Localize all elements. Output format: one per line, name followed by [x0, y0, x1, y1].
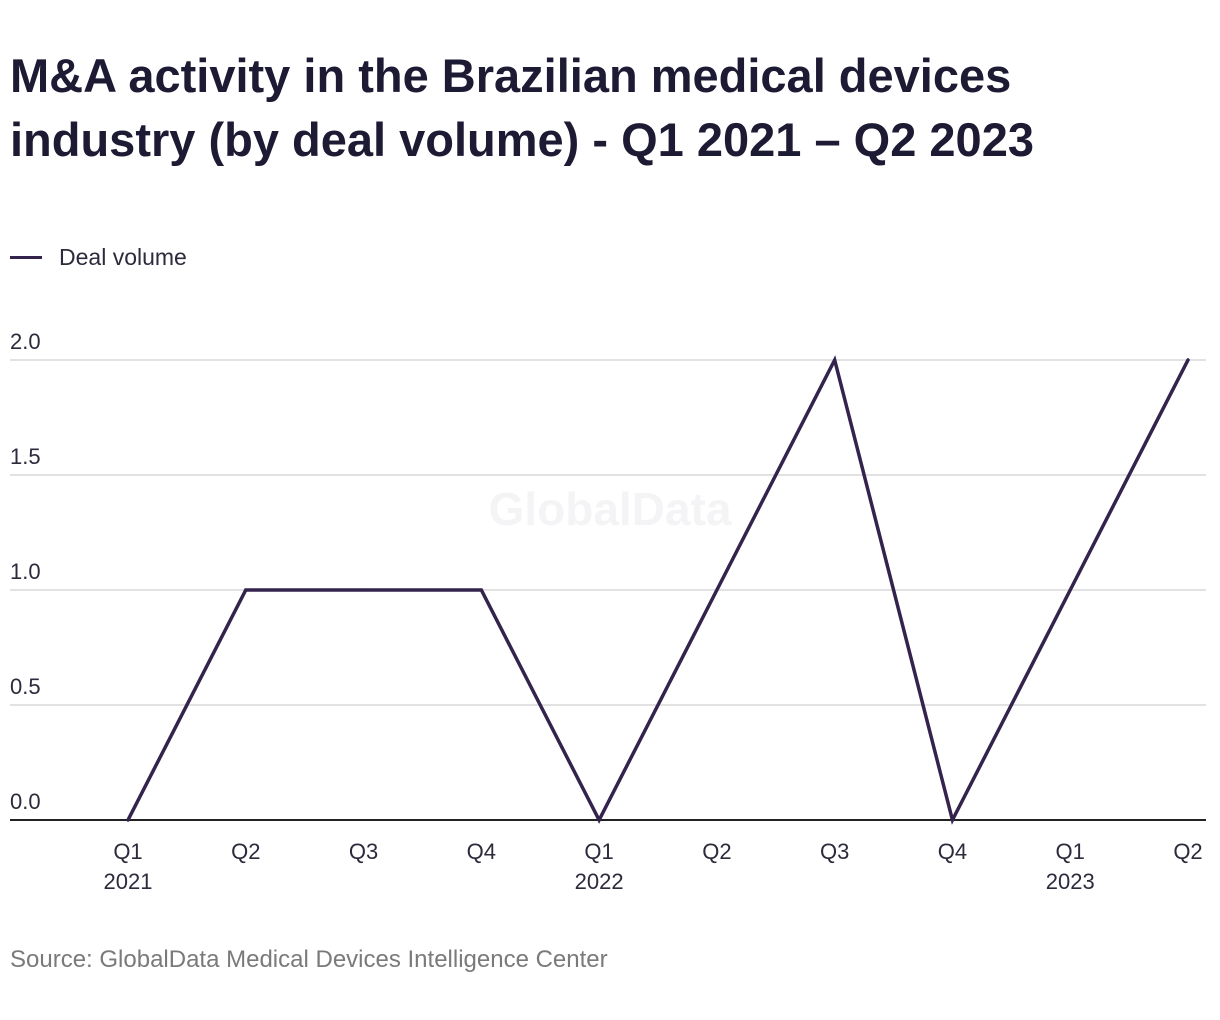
data-point — [950, 818, 954, 822]
data-point — [479, 588, 483, 592]
x-tick-label: Q1 — [113, 839, 142, 864]
series-line-deal-volume — [126, 355, 1190, 825]
data-point — [833, 358, 837, 362]
x-tick-label: Q1 — [1056, 839, 1085, 864]
x-tick-label: Q3 — [349, 839, 378, 864]
data-point — [597, 818, 601, 822]
y-tick-label: 0.0 — [10, 789, 41, 814]
data-point — [362, 588, 366, 592]
x-tick-label: Q3 — [820, 839, 849, 864]
x-tick-year-label: 2022 — [575, 869, 624, 894]
x-tick-label: Q4 — [938, 839, 967, 864]
legend-label: Deal volume — [59, 243, 187, 270]
x-tick-year-label: 2023 — [1046, 869, 1095, 894]
source-note: Source: GlobalData Medical Devices Intel… — [10, 946, 608, 973]
x-tick-label: Q2 — [702, 839, 731, 864]
data-point — [244, 588, 248, 592]
x-tick-label: Q1 — [584, 839, 613, 864]
legend: Deal volume — [10, 240, 187, 274]
y-tick-label: 0.5 — [10, 674, 41, 699]
y-tick-label: 2.0 — [10, 329, 41, 354]
data-point — [1186, 358, 1190, 362]
y-tick-label: 1.5 — [10, 444, 41, 469]
data-point — [1068, 588, 1072, 592]
data-point — [126, 818, 130, 822]
x-tick-year-label: 2021 — [104, 869, 153, 894]
data-point — [715, 588, 719, 592]
x-tick-label: Q2 — [1173, 839, 1202, 864]
watermark: GlobalData — [489, 483, 732, 535]
y-tick-label: 1.0 — [10, 559, 41, 584]
x-tick-label: Q2 — [231, 839, 260, 864]
legend-swatch — [10, 255, 42, 259]
x-tick-label: Q4 — [467, 839, 496, 864]
chart-title: M&A activity in the Brazilian medical de… — [10, 49, 1034, 166]
line-chart: GlobalData 0.0 0.5 1.0 1.5 2.0 Q1 2021 Q2 Q3 Q4 Q1 2… — [10, 329, 1206, 894]
